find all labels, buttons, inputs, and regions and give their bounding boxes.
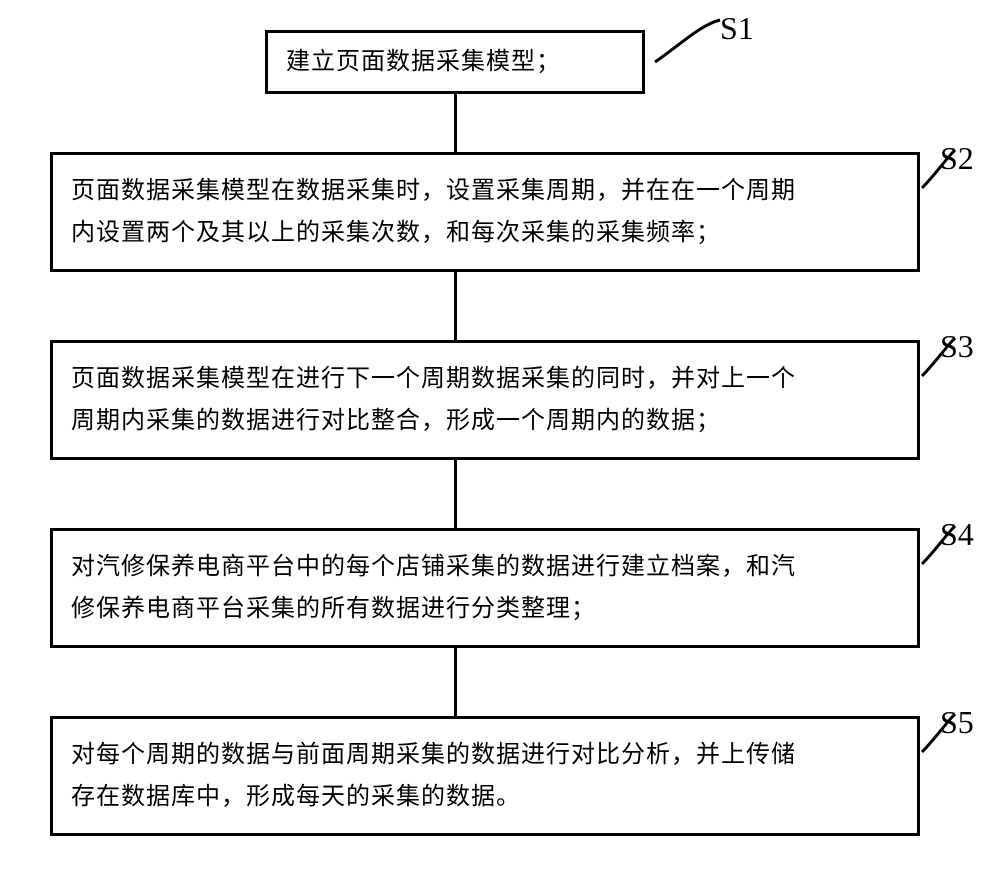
connector-3-4 [454,460,457,528]
node-s4: 对汽修保养电商平台中的每个店铺采集的数据进行建立档案，和汽 修保养电商平台采集的… [50,528,920,648]
label-s1: S1 [720,10,754,47]
label-s4: S4 [940,516,974,553]
node-s1-line1: 建立页面数据采集模型； [286,41,624,83]
connector-2-3 [454,272,457,340]
label-s2: S2 [940,140,974,177]
node-s4-line1: 对汽修保养电商平台中的每个店铺采集的数据进行建立档案，和汽 [71,546,899,588]
connector-4-5 [454,648,457,716]
node-s2: 页面数据采集模型在数据采集时，设置采集周期，并在在一个周期 内设置两个及其以上的… [50,152,920,272]
label-s5: S5 [940,704,974,741]
node-s3-line1: 页面数据采集模型在进行下一个周期数据采集的同时，并对上一个 [71,358,899,400]
label-s3: S3 [940,328,974,365]
node-s5-line1: 对每个周期的数据与前面周期采集的数据进行对比分析，并上传储 [71,734,899,776]
connector-1-2 [454,94,457,152]
node-s5-line2: 存在数据库中，形成每天的采集的数据。 [71,776,899,818]
node-s3: 页面数据采集模型在进行下一个周期数据采集的同时，并对上一个 周期内采集的数据进行… [50,340,920,460]
node-s3-line2: 周期内采集的数据进行对比整合，形成一个周期内的数据； [71,400,899,442]
node-s2-line1: 页面数据采集模型在数据采集时，设置采集周期，并在在一个周期 [71,170,899,212]
node-s5: 对每个周期的数据与前面周期采集的数据进行对比分析，并上传储 存在数据库中，形成每… [50,716,920,836]
node-s2-line2: 内设置两个及其以上的采集次数，和每次采集的采集频率； [71,212,899,254]
node-s4-line2: 修保养电商平台采集的所有数据进行分类整理； [71,588,899,630]
flowchart-canvas: 建立页面数据采集模型； S1 页面数据采集模型在数据采集时，设置采集周期，并在在… [0,0,1000,877]
node-s1: 建立页面数据采集模型； [265,30,645,94]
